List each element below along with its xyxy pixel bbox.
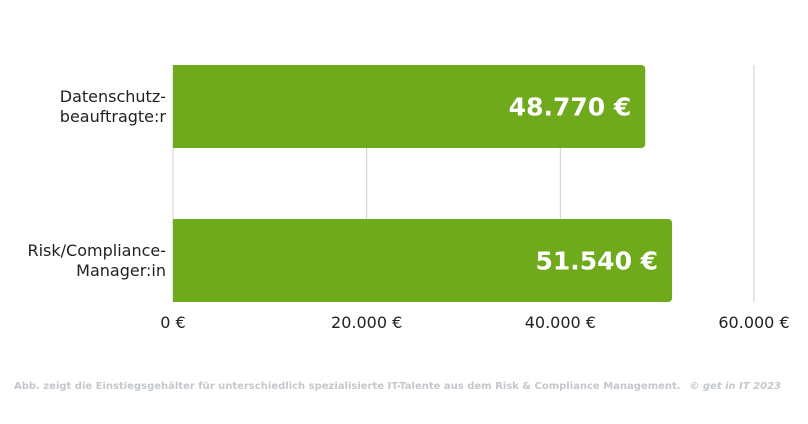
- copyright: © get in IT 2023: [689, 381, 781, 392]
- bar-value-label: 51.540 €: [536, 247, 659, 276]
- x-tick-label: 60.000 €: [718, 313, 790, 332]
- category-label: Risk/Compliance- Manager:in: [27, 240, 166, 280]
- bar-left-edge: [173, 219, 179, 302]
- bar: [173, 65, 646, 148]
- x-tick-label: 40.000 €: [524, 313, 596, 332]
- x-tick-label: 0 €: [160, 313, 186, 332]
- x-tick-label: 20.000 €: [331, 313, 403, 332]
- bar: [173, 219, 673, 302]
- category-label: Datenschutz- beauftragte:r: [59, 86, 166, 126]
- bar-left-edge: [173, 65, 179, 148]
- bar-value-label: 48.770 €: [509, 93, 632, 122]
- figure-caption: Abb. zeigt die Einstiegsgehälter für unt…: [14, 381, 681, 392]
